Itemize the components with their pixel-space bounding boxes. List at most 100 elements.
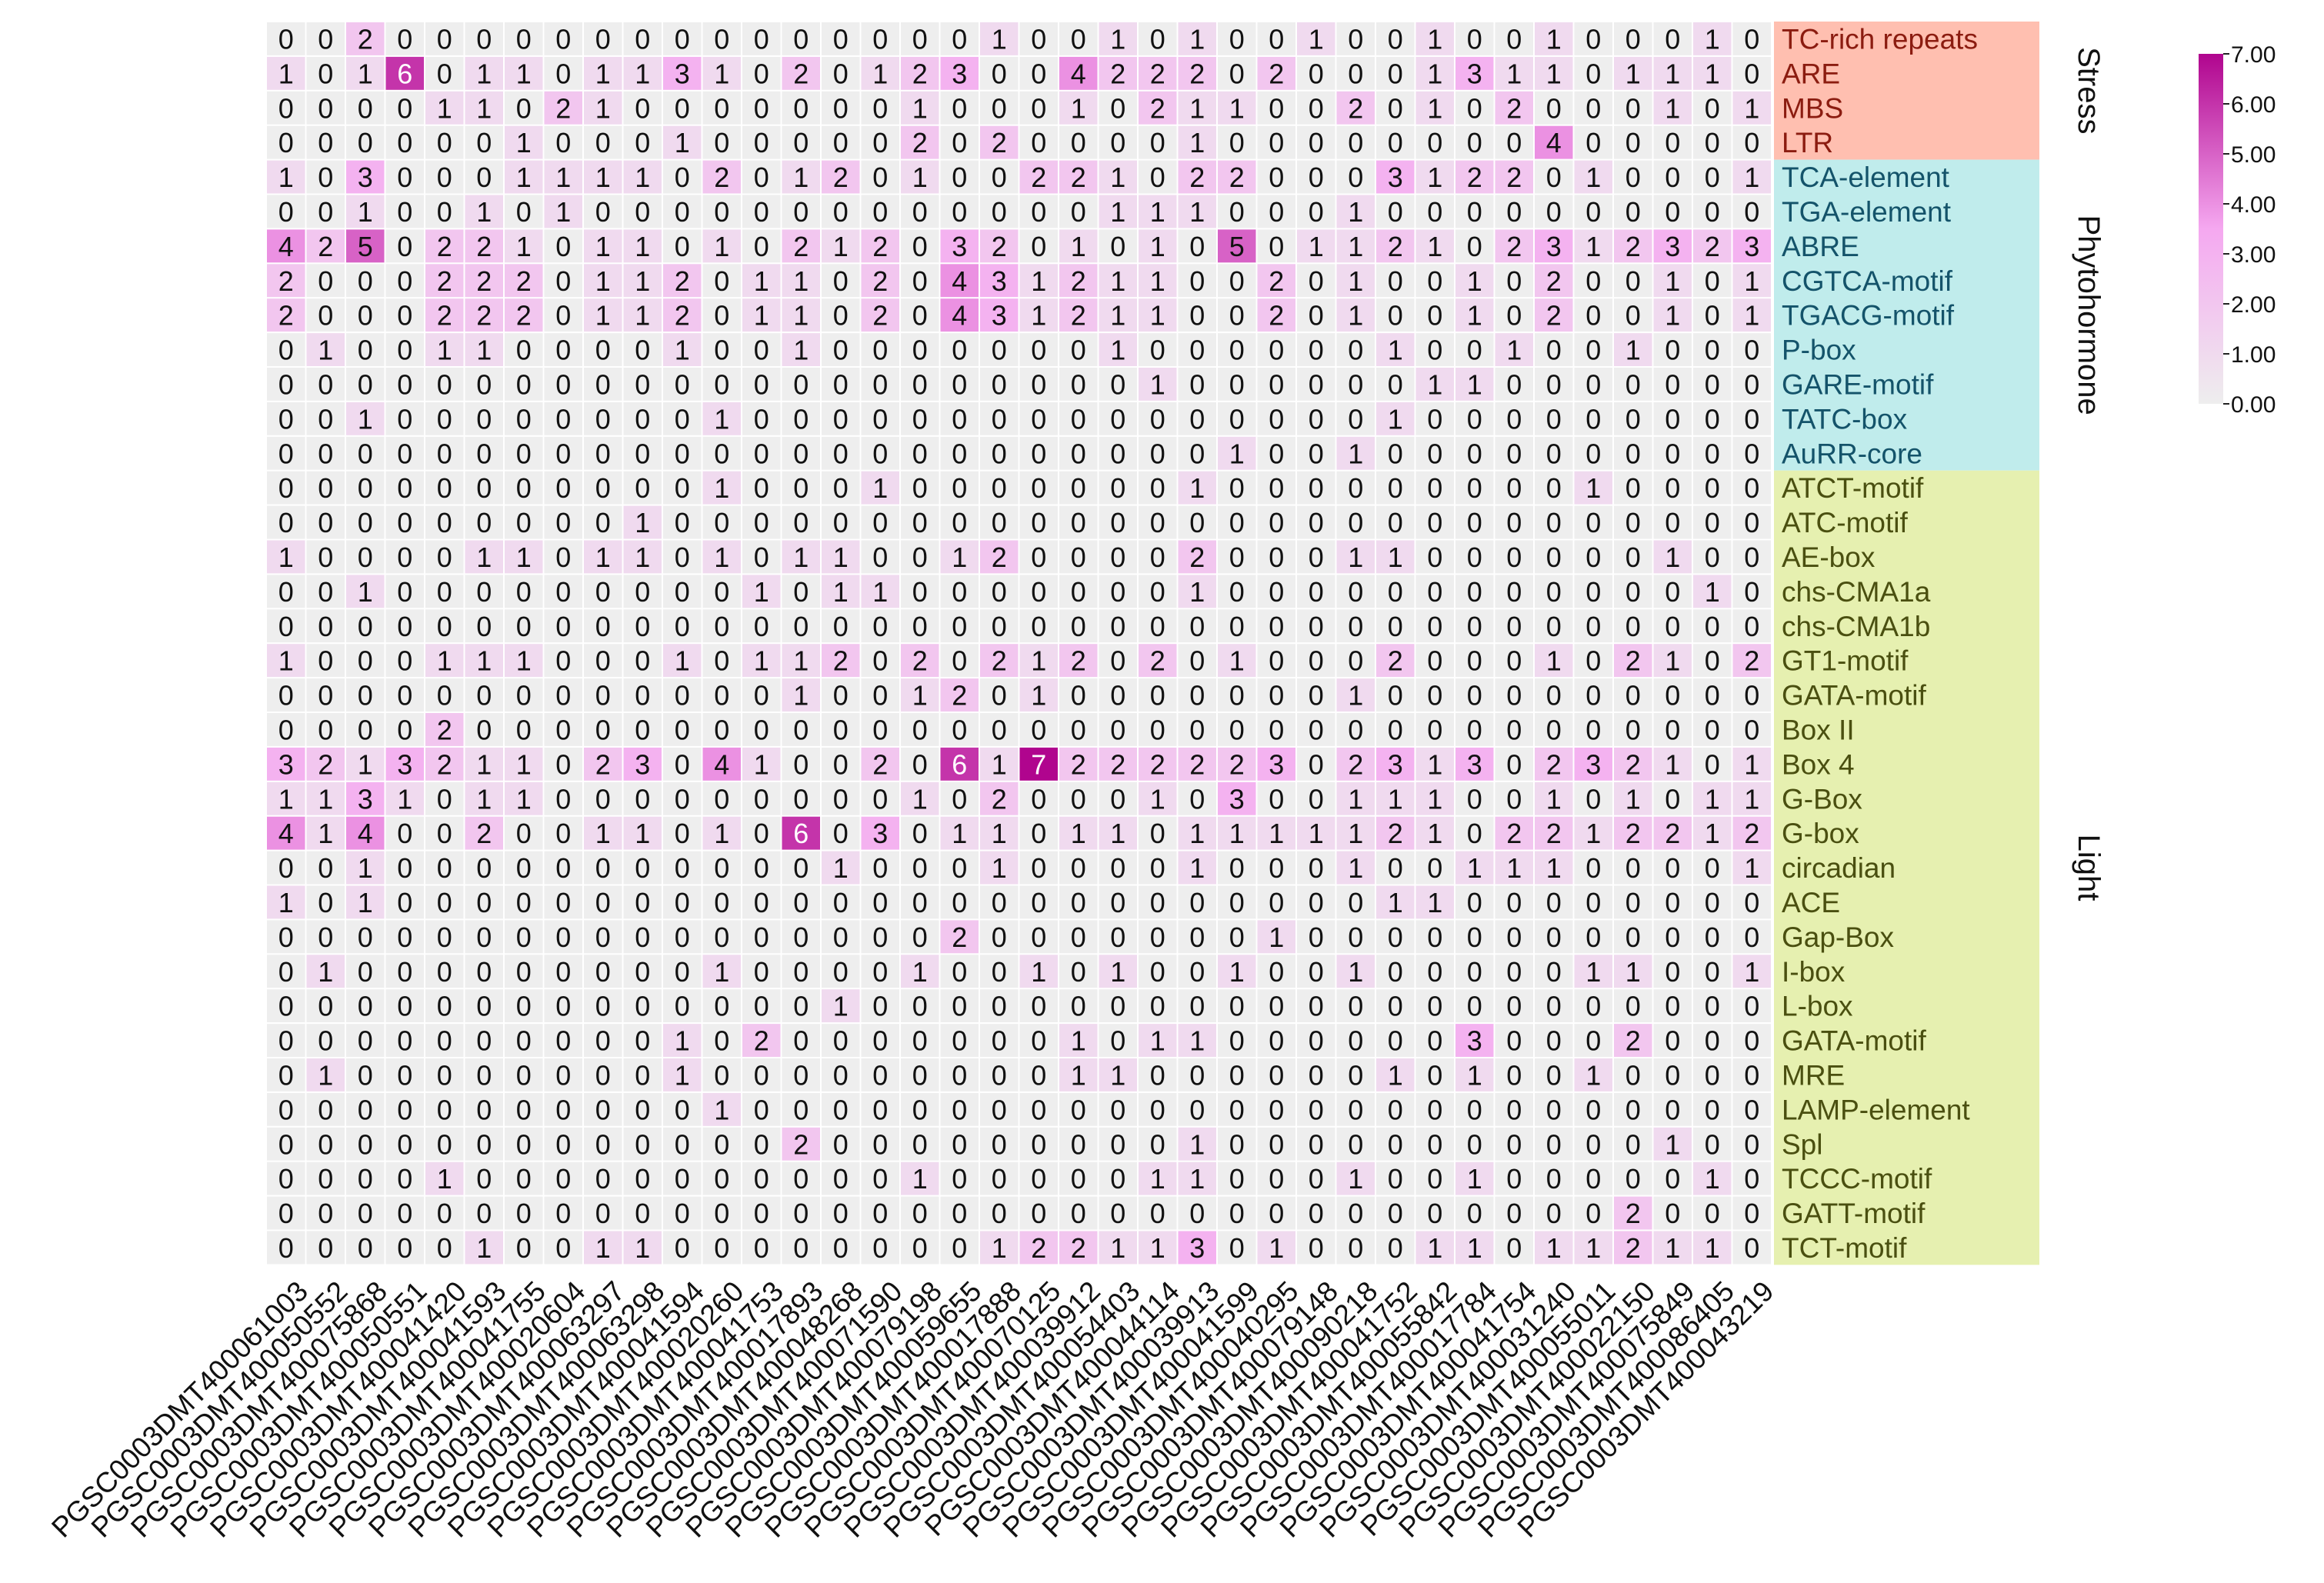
cell-value-label: 0 (1467, 231, 1482, 262)
cell-value-label: 4 (1071, 58, 1086, 89)
row-label: P-box (1782, 335, 1856, 366)
heatmap-cell (465, 402, 503, 435)
cell-value-label: 0 (358, 507, 373, 538)
cell-value-label: 0 (833, 611, 849, 642)
cell-value-label: 0 (1269, 438, 1284, 469)
cell-value-label: 1 (516, 231, 532, 262)
cell-value-label: 1 (595, 265, 611, 297)
cell-value-label: 0 (318, 92, 333, 124)
cell-value-label: 0 (397, 542, 412, 573)
heatmap-cell (742, 91, 781, 125)
heatmap-cell (1099, 22, 1137, 55)
heatmap-cell (465, 264, 503, 298)
cell-value-label: 0 (595, 472, 611, 504)
heatmap-cell (1415, 125, 1454, 159)
cell-value-label: 0 (1467, 680, 1482, 712)
heatmap-cell (1257, 125, 1295, 159)
cell-value-label: 0 (1348, 1094, 1363, 1125)
cell-value-label: 0 (1388, 680, 1403, 712)
cell-value-label: 0 (1229, 714, 1245, 745)
cell-value-label: 0 (1071, 991, 1086, 1022)
row-label: AuRR-core (1782, 438, 1922, 469)
cell-value-label: 1 (1585, 956, 1601, 988)
cell-value-label: 0 (1071, 403, 1086, 435)
cell-value-label: 0 (1427, 852, 1442, 884)
cell-value-label: 0 (833, 1198, 849, 1229)
cell-value-label: 1 (318, 818, 333, 849)
cell-value-label: 2 (1665, 818, 1680, 849)
cell-value-label: 0 (555, 265, 571, 297)
cell-value-label: 1 (793, 645, 809, 677)
cell-value-label: 0 (1625, 1094, 1641, 1125)
cell-value-label: 0 (397, 921, 412, 953)
column-labels: PGSC0003DMT400061003PGSC0003DMT400050552… (45, 1275, 1779, 1544)
cell-value-label: 0 (1150, 127, 1165, 158)
cell-value-label: 1 (992, 748, 1007, 780)
cell-value-label: 0 (516, 92, 532, 124)
heatmap-cell (1019, 160, 1058, 194)
cell-value-label: 0 (1585, 887, 1601, 918)
heatmap-cell (861, 56, 899, 90)
cell-value-label: 0 (1546, 368, 1562, 400)
cell-value-label: 0 (1506, 438, 1522, 469)
cell-value-label: 0 (714, 887, 729, 918)
heatmap-cell (663, 264, 702, 298)
cell-value-label: 0 (516, 576, 532, 608)
heatmap-cell (1257, 368, 1295, 401)
cell-value-label: 1 (1388, 542, 1403, 573)
cell-value-label: 0 (1071, 956, 1086, 988)
heatmap-cell (1455, 160, 1494, 194)
cell-value-label: 0 (1665, 680, 1680, 712)
cell-value-label: 0 (1546, 472, 1562, 504)
cell-value-label: 0 (1031, 58, 1046, 89)
cell-value-label: 0 (992, 58, 1007, 89)
cell-value-label: 0 (714, 1025, 729, 1057)
cell-value-label: 0 (595, 887, 611, 918)
heatmap-cell (505, 264, 543, 298)
heatmap-cell (1732, 229, 1771, 263)
cell-value-label: 0 (793, 783, 809, 815)
heatmap-cell (1693, 264, 1732, 298)
cell-value-label: 2 (1071, 162, 1086, 193)
cell-value-label: 0 (1705, 1025, 1720, 1057)
cell-value-label: 1 (1585, 1232, 1601, 1264)
cell-value-label: 0 (595, 1128, 611, 1160)
cell-value-label: 1 (318, 1059, 333, 1091)
heatmap-cell (822, 56, 860, 90)
cell-value-label: 0 (1229, 1128, 1245, 1160)
cell-value-label: 0 (872, 127, 888, 158)
heatmap-cell (1019, 264, 1058, 298)
cell-value-label: 0 (318, 196, 333, 228)
heatmap-cell (940, 264, 979, 298)
cell-value-label: 0 (754, 403, 769, 435)
cell-value-label: 0 (992, 1059, 1007, 1091)
cell-value-label: 1 (1665, 645, 1680, 677)
cell-value-label: 0 (437, 196, 452, 228)
cell-value-label: 3 (635, 748, 650, 780)
cell-value-label: 2 (1625, 748, 1641, 780)
cell-value-label: 0 (555, 1025, 571, 1057)
cell-value-label: 0 (476, 403, 492, 435)
cell-value-label: 0 (1229, 335, 1245, 366)
heatmap-cell (1257, 160, 1295, 194)
cell-value-label: 0 (1546, 921, 1562, 953)
row-label: LTR (1782, 127, 1833, 158)
cell-value-label: 0 (437, 818, 452, 849)
heatmap-cell (544, 229, 582, 263)
cell-value-label: 2 (1348, 748, 1363, 780)
cell-value-label: 0 (1744, 196, 1759, 228)
heatmap-cell (346, 195, 385, 228)
cell-value-label: 1 (476, 542, 492, 573)
cell-value-label: 1 (872, 472, 888, 504)
cell-value-label: 0 (1388, 1198, 1403, 1229)
heatmap-cell (822, 436, 860, 470)
cell-value-label: 0 (1229, 576, 1245, 608)
cell-value-label: 0 (1071, 23, 1086, 55)
cell-value-label: 0 (1585, 92, 1601, 124)
heatmap-cell (1178, 229, 1216, 263)
heatmap-cell (1336, 402, 1375, 435)
heatmap-cell (663, 22, 702, 55)
heatmap-cell (1139, 160, 1177, 194)
cell-value-label: 0 (1585, 1025, 1601, 1057)
